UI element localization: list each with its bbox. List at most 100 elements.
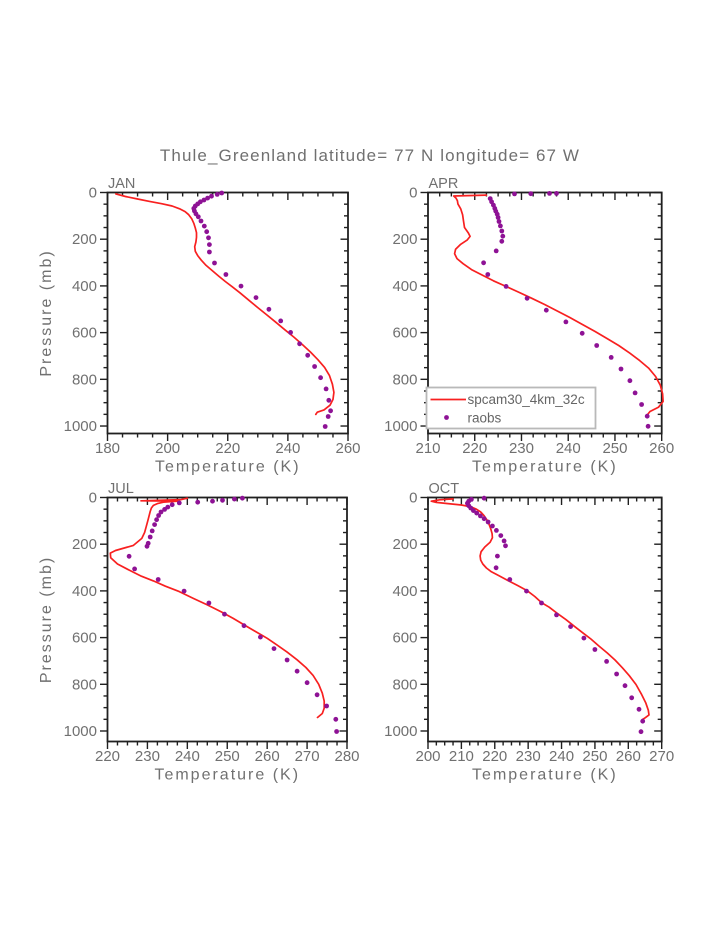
x-axis-title: Temperature (K) xyxy=(472,459,618,476)
raobs-dot xyxy=(152,522,158,527)
raobs-dot xyxy=(201,223,207,229)
panel-month-label: OCT xyxy=(429,481,460,497)
raobs-dots xyxy=(481,191,651,429)
plot-frame xyxy=(427,496,663,743)
raobs-dot xyxy=(162,507,168,512)
x-tick-label: 240 xyxy=(175,748,200,765)
raobs-dot xyxy=(271,646,277,651)
raobs-dot xyxy=(507,577,513,582)
raobs-dot xyxy=(471,508,476,513)
raobs-dot xyxy=(144,543,150,549)
y-tick-label: 0 xyxy=(409,490,417,507)
raobs-dot xyxy=(207,249,212,255)
raobs-dot xyxy=(524,588,529,594)
x-tick-label: 260 xyxy=(616,748,641,765)
y-tick-label: 800 xyxy=(72,676,97,693)
raobs-dot xyxy=(238,283,244,289)
raobs-dot xyxy=(640,718,646,724)
raobs-dot xyxy=(512,191,517,197)
raobs-dot xyxy=(498,533,504,538)
panel-jul: 220 230 240 250 260 270 280 0 200 400 600 800 1000 JU… xyxy=(38,481,360,784)
y-tick-label: 600 xyxy=(72,630,97,647)
legend-dot-sample xyxy=(444,415,449,420)
x-tick-label: 280 xyxy=(334,748,359,765)
legend-box xyxy=(425,386,597,430)
raobs-dot xyxy=(493,248,499,254)
raobs-dot xyxy=(334,729,339,734)
raobs-dot xyxy=(528,191,534,197)
raobs-dot xyxy=(636,706,642,712)
y-tick-label: 0 xyxy=(89,185,97,202)
raobs-dot xyxy=(126,553,132,559)
y-tick-label: 200 xyxy=(392,231,417,248)
spcam30-line xyxy=(430,498,650,721)
raobs-dot xyxy=(547,191,552,196)
raobs-dot xyxy=(158,509,164,515)
legend-label-raobs: raobs xyxy=(468,411,502,426)
raobs-dot xyxy=(305,352,311,358)
panel-month-label: JAN xyxy=(108,176,135,192)
raobs-dot xyxy=(220,497,225,503)
x-tick-label: 260 xyxy=(335,440,360,457)
raobs-dot xyxy=(495,553,500,559)
y-tick-label: 800 xyxy=(392,676,417,693)
raobs-dot xyxy=(219,190,225,196)
spcam30-line xyxy=(115,193,335,416)
x-tick-label: 260 xyxy=(255,748,280,765)
raobs-dot xyxy=(524,295,530,301)
panel-apr: 210 220 230 240 250 260 0 200 400 600 800 1000 APR Te… xyxy=(384,176,674,476)
raobs-dot xyxy=(147,534,153,540)
x-tick-label: 250 xyxy=(582,748,607,765)
raobs-dot xyxy=(326,397,332,403)
raobs-dot xyxy=(639,402,644,407)
x-tick-label: 220 xyxy=(482,748,507,765)
y-tick-label: 1000 xyxy=(64,723,97,740)
raobs-dot xyxy=(195,499,201,505)
y-axis-title: Pressure (mb) xyxy=(38,556,55,683)
y-tick-label: 600 xyxy=(392,630,417,647)
x-tick-label: 220 xyxy=(95,748,120,765)
raobs-dot xyxy=(214,192,220,197)
panel-month-label: APR xyxy=(429,176,459,192)
raobs-dot xyxy=(201,197,207,203)
raobs-dot xyxy=(494,528,499,533)
raobs-dot xyxy=(481,495,487,501)
raobs-dot xyxy=(324,703,329,709)
raobs-dot xyxy=(503,284,509,289)
y-tick-label: 400 xyxy=(392,583,417,600)
y-tick-label: 800 xyxy=(72,371,97,388)
raobs-dot xyxy=(155,577,161,582)
x-tick-label: 200 xyxy=(415,748,440,765)
raobs-dot xyxy=(501,538,507,544)
raobs-dot xyxy=(539,600,544,606)
x-tick-label: 230 xyxy=(509,440,534,457)
raobs-dot xyxy=(322,424,328,429)
x-tick-label: 240 xyxy=(549,748,574,765)
raobs-dot xyxy=(500,233,506,239)
raobs-dot xyxy=(181,588,187,594)
raobs-dot xyxy=(604,659,609,664)
x-axis-title: Temperature (K) xyxy=(472,767,618,784)
raobs-dot xyxy=(485,272,491,277)
raobs-dot xyxy=(318,375,323,381)
raobs-dot xyxy=(614,671,619,677)
y-tick-label: 1000 xyxy=(384,418,417,435)
x-tick-label: 210 xyxy=(415,440,440,457)
raobs-dot xyxy=(212,260,217,266)
plot-frame xyxy=(106,191,349,435)
raobs-dot xyxy=(496,219,502,224)
raobs-dot xyxy=(304,680,310,686)
raobs-dot xyxy=(644,413,650,419)
raobs-dot xyxy=(632,390,638,396)
raobs-dot xyxy=(156,513,162,518)
y-tick-label: 400 xyxy=(72,583,97,600)
panels-group: 180 200 220 240 260 0 200 400 600 800 1000 JAN Tempe… xyxy=(38,176,674,784)
x-tick-label: 250 xyxy=(602,440,627,457)
raobs-dot xyxy=(493,565,499,571)
raobs-dot xyxy=(223,272,229,277)
raobs-dot xyxy=(241,623,247,629)
raobs-dot xyxy=(638,729,644,735)
raobs-dot xyxy=(481,516,487,522)
